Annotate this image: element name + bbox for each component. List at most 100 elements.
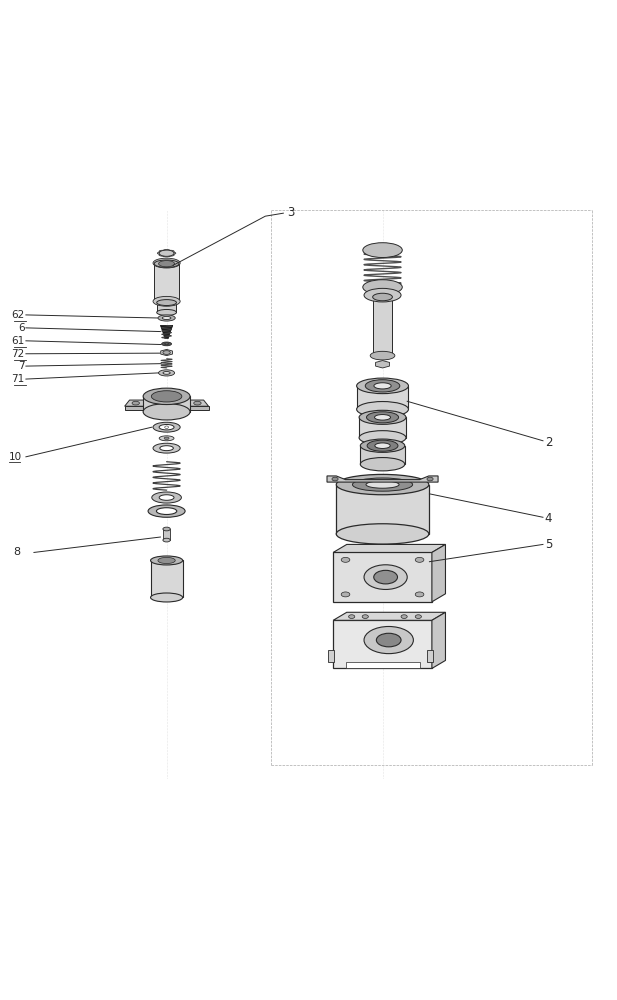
Ellipse shape — [359, 431, 406, 445]
Text: 71: 71 — [12, 374, 25, 384]
Text: 6: 6 — [18, 323, 25, 333]
Polygon shape — [376, 361, 389, 368]
Ellipse shape — [163, 527, 170, 531]
Bar — [333, 620, 432, 668]
Text: 62: 62 — [12, 310, 25, 320]
Bar — [373, 297, 392, 356]
Ellipse shape — [163, 254, 170, 257]
Bar — [143, 396, 190, 412]
Ellipse shape — [401, 615, 407, 618]
Text: 8: 8 — [14, 547, 21, 557]
Ellipse shape — [151, 593, 183, 602]
Bar — [328, 650, 334, 662]
Ellipse shape — [159, 436, 174, 441]
Text: 72: 72 — [12, 349, 25, 359]
Ellipse shape — [364, 288, 401, 302]
Ellipse shape — [165, 343, 168, 345]
Bar — [359, 417, 406, 438]
Ellipse shape — [153, 258, 180, 268]
Bar — [333, 552, 432, 602]
Ellipse shape — [162, 316, 171, 320]
Bar — [151, 560, 183, 597]
Text: 3: 3 — [287, 206, 294, 219]
Bar — [357, 386, 408, 409]
Ellipse shape — [373, 352, 392, 359]
Polygon shape — [333, 612, 445, 620]
Polygon shape — [160, 349, 173, 356]
Polygon shape — [432, 544, 445, 602]
Ellipse shape — [159, 261, 175, 267]
Bar — [427, 650, 433, 662]
Ellipse shape — [366, 412, 399, 423]
Ellipse shape — [362, 615, 368, 618]
Ellipse shape — [363, 243, 402, 258]
Ellipse shape — [159, 250, 167, 253]
Ellipse shape — [157, 309, 176, 315]
Ellipse shape — [373, 293, 392, 301]
Bar — [157, 303, 176, 312]
Text: 2: 2 — [545, 436, 552, 449]
Ellipse shape — [148, 505, 185, 517]
Ellipse shape — [167, 250, 174, 253]
Ellipse shape — [153, 422, 180, 432]
Text: 10: 10 — [9, 452, 22, 462]
Ellipse shape — [157, 300, 176, 306]
Bar — [163, 529, 170, 540]
Ellipse shape — [374, 570, 397, 584]
Ellipse shape — [365, 380, 400, 392]
Ellipse shape — [163, 351, 170, 354]
Ellipse shape — [364, 626, 413, 654]
Ellipse shape — [357, 378, 408, 394]
Ellipse shape — [158, 557, 175, 564]
Ellipse shape — [159, 495, 174, 500]
Ellipse shape — [163, 538, 170, 542]
Ellipse shape — [157, 252, 165, 254]
Ellipse shape — [151, 556, 183, 565]
Ellipse shape — [154, 297, 179, 304]
Polygon shape — [160, 325, 173, 338]
Ellipse shape — [159, 254, 167, 256]
Ellipse shape — [415, 615, 421, 618]
Ellipse shape — [194, 401, 201, 405]
Text: 7: 7 — [18, 361, 25, 371]
Ellipse shape — [336, 474, 429, 495]
Ellipse shape — [143, 388, 190, 405]
Ellipse shape — [364, 565, 407, 589]
Ellipse shape — [159, 424, 174, 430]
Ellipse shape — [162, 342, 172, 346]
Ellipse shape — [376, 633, 401, 647]
Text: 4: 4 — [545, 512, 552, 525]
Ellipse shape — [415, 592, 424, 597]
Ellipse shape — [159, 250, 174, 256]
Bar — [346, 662, 420, 668]
Polygon shape — [125, 400, 209, 406]
Ellipse shape — [164, 437, 169, 440]
Ellipse shape — [375, 415, 391, 420]
Ellipse shape — [332, 477, 338, 481]
Ellipse shape — [163, 249, 170, 252]
Polygon shape — [327, 476, 438, 482]
Ellipse shape — [153, 296, 180, 306]
Ellipse shape — [360, 458, 405, 471]
Ellipse shape — [159, 370, 175, 376]
Ellipse shape — [158, 315, 175, 321]
Ellipse shape — [341, 592, 350, 597]
Ellipse shape — [165, 426, 168, 428]
Ellipse shape — [132, 401, 139, 405]
Ellipse shape — [341, 557, 350, 562]
Polygon shape — [432, 612, 445, 668]
Ellipse shape — [359, 410, 406, 424]
Text: 61: 61 — [12, 336, 25, 346]
Ellipse shape — [349, 615, 355, 618]
Ellipse shape — [363, 280, 402, 295]
Polygon shape — [125, 406, 209, 410]
Ellipse shape — [415, 557, 424, 562]
Ellipse shape — [154, 260, 179, 267]
Ellipse shape — [366, 481, 399, 488]
Ellipse shape — [375, 443, 390, 448]
Bar — [360, 446, 405, 464]
Ellipse shape — [367, 440, 398, 451]
Ellipse shape — [153, 443, 180, 453]
Bar — [336, 485, 429, 534]
Ellipse shape — [352, 478, 413, 491]
